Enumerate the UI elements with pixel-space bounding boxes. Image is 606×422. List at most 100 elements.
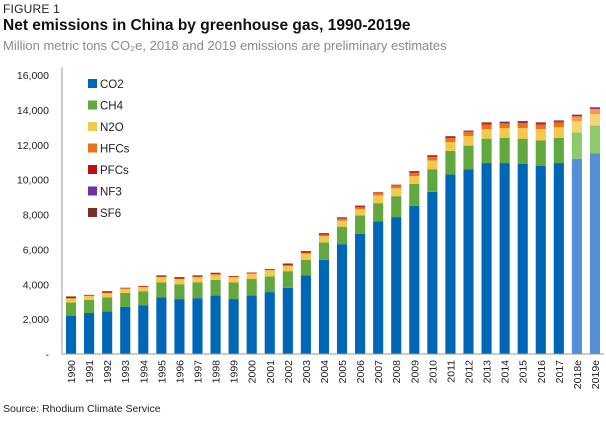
x-tick-label: 1999 [229, 360, 241, 384]
x-tick-label: 2019e [590, 360, 602, 389]
bar-segment-hfcs [517, 122, 528, 129]
legend-swatch-ch4 [88, 100, 97, 110]
bar-segment-pfcs [535, 123, 546, 125]
bar-segment-pfcs [318, 234, 330, 235]
bar-segment-sf6 [300, 251, 311, 252]
bar-segment-ch4 [373, 203, 384, 222]
bar-segment-co2 [445, 174, 456, 354]
bar-segment-hfcs [192, 276, 203, 278]
bar-segment-co2 [102, 311, 113, 354]
y-tick-label: 4,000 [23, 279, 49, 291]
bar-segment-co2 [409, 205, 420, 354]
bar-segment-pfcs [427, 156, 438, 157]
bar-segment-pfcs [156, 276, 167, 277]
bar-segment-n2o [481, 129, 492, 139]
bar-segment-ch4 [589, 125, 601, 154]
x-tick-label: 1992 [102, 360, 114, 384]
x-tick-label: 2007 [373, 360, 385, 384]
legend-swatch-co2 [88, 79, 97, 88]
bar-segment-ch4 [210, 279, 221, 296]
x-tick-label: 2017 [554, 360, 566, 384]
bar-segment-co2 [282, 287, 293, 354]
bar-segment-co2 [192, 298, 203, 354]
bar-segment-hfcs [84, 295, 95, 296]
bar-segment-co2 [336, 244, 348, 354]
bar-segment-ch4 [282, 271, 293, 288]
bar-segment-co2 [355, 233, 366, 354]
bar-segment-co2 [481, 163, 492, 354]
bar-segment-n2o [517, 128, 528, 139]
bar-segment-hfcs [102, 292, 113, 294]
bar-segment-co2 [463, 169, 474, 354]
bar-segment-pfcs [445, 137, 456, 139]
bar-segment-hfcs [282, 264, 293, 266]
bar-segment-ch4 [481, 138, 492, 164]
bar-segment-n2o [84, 295, 95, 300]
bar-segment-sf6 [571, 114, 582, 116]
legend-swatch-hfcs [88, 143, 97, 153]
bar-segment-co2 [264, 292, 275, 354]
x-tick-label: 2010 [427, 360, 439, 384]
x-tick-label: 1996 [174, 360, 186, 384]
bar-segment-co2 [300, 275, 311, 354]
bar-segment-n2o [174, 279, 185, 285]
bar-segment-co2 [517, 163, 528, 354]
bar-segment-n2o [463, 136, 474, 146]
bar-segment-n2o [192, 277, 203, 283]
legend-label-pfcs: PFCs [100, 165, 129, 177]
x-tick-label: 2006 [355, 360, 367, 384]
bar-segment-sf6 [336, 217, 348, 219]
bar-segment-co2 [589, 153, 601, 354]
bar-segment-ch4 [571, 132, 582, 159]
bar-segment-hfcs [318, 234, 330, 237]
bar-segment-pfcs [228, 276, 239, 277]
bar-segment-hfcs [246, 272, 257, 274]
legend: CO2 CH4 N2O HFCs PFCs NF3 SF6 [88, 79, 130, 220]
bar-segment-sf6 [517, 120, 528, 122]
bar-segment-co2 [156, 297, 167, 354]
legend-label-co2: CO2 [100, 79, 124, 91]
bar-segment-ch4 [409, 183, 420, 206]
bar-segment-hfcs [210, 273, 221, 275]
legend-label-sf6: SF6 [100, 208, 121, 220]
bar-segment-hfcs [336, 218, 348, 221]
bar-segment-n2o [246, 273, 257, 280]
bar-segment-ch4 [192, 282, 203, 299]
bar-segment-n2o [535, 129, 546, 141]
bar-segment-ch4 [463, 145, 474, 170]
legend-swatch-nf3 [88, 186, 97, 196]
bar-segment-co2 [246, 295, 257, 354]
x-tick-label: 1997 [193, 360, 205, 384]
bar-segment-pfcs [336, 218, 348, 219]
bar-segment-sf6 [589, 107, 601, 109]
bar-segment-sf6 [445, 136, 456, 138]
bar-segment-n2o [120, 288, 131, 293]
x-tick-label: 2000 [247, 360, 259, 384]
bar-segment-co2 [535, 165, 546, 354]
bar-segment-co2 [427, 191, 438, 354]
legend-swatch-n2o [88, 122, 97, 131]
y-tick-label: - [46, 349, 50, 361]
legend-swatch-pfcs [88, 165, 97, 174]
bar-segment-n2o [282, 265, 293, 272]
bar-segment-n2o [65, 298, 77, 303]
bar-segment-sf6 [427, 155, 438, 157]
bar-segment-ch4 [445, 150, 456, 175]
bar-segment-ch4 [246, 279, 257, 296]
bar-segment-sf6 [355, 205, 366, 207]
bar-segment-pfcs [120, 287, 131, 289]
x-tick-label: 2018e [572, 360, 584, 389]
bar-segment-pfcs [553, 121, 564, 123]
bar-segment-hfcs [174, 278, 185, 280]
bar-segment-co2 [65, 315, 77, 354]
bar-segment-n2o [445, 142, 456, 151]
bar-segment-co2 [120, 306, 131, 354]
bar-segment-ch4 [499, 137, 510, 164]
bar-segment-pfcs [517, 121, 528, 123]
bar-segment-ch4 [553, 137, 564, 164]
bar-segment-sf6 [210, 272, 221, 274]
bar-segment-pfcs [373, 192, 384, 193]
bar-segment-ch4 [535, 140, 546, 166]
bar-segment-pfcs [282, 264, 293, 266]
y-tick-label: 16,000 [17, 70, 49, 82]
